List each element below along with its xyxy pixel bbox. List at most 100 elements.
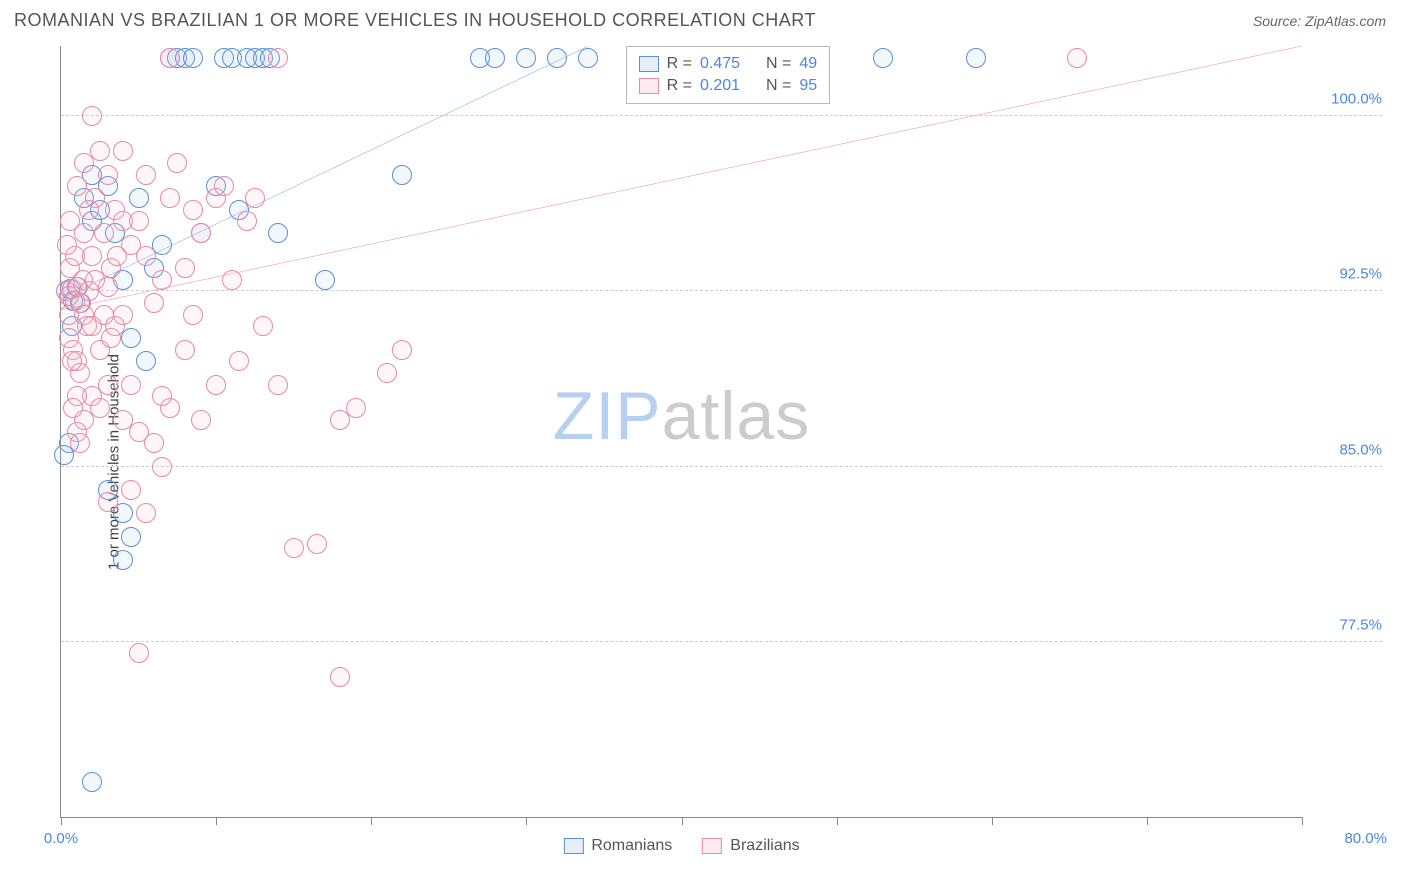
legend-label: Romanians (591, 837, 672, 855)
legend-item: Romanians (563, 837, 672, 855)
data-point (160, 48, 180, 68)
data-point (136, 165, 156, 185)
data-point (94, 223, 114, 243)
data-point (121, 375, 141, 395)
watermark-zip: ZIP (553, 378, 662, 454)
data-point (183, 200, 203, 220)
data-point (121, 480, 141, 500)
chart-title: ROMANIAN VS BRAZILIAN 1 OR MORE VEHICLES… (14, 10, 816, 31)
stats-legend: R = 0.475 N = 49 R = 0.201 N = 95 (626, 46, 831, 104)
n-label: N = (766, 55, 791, 73)
data-point (129, 643, 149, 663)
data-point (191, 223, 211, 243)
gridline (61, 115, 1382, 116)
r-label: R = (667, 77, 692, 95)
data-point (245, 188, 265, 208)
x-tick (216, 817, 217, 825)
data-point (98, 165, 118, 185)
data-point (57, 235, 77, 255)
stats-legend-row: R = 0.201 N = 95 (639, 75, 818, 97)
data-point (237, 211, 257, 231)
gridline (61, 466, 1382, 467)
data-point (183, 305, 203, 325)
data-point (183, 48, 203, 68)
data-point (85, 270, 105, 290)
n-label: N = (766, 77, 791, 95)
legend-swatch (639, 78, 659, 94)
n-value: 49 (799, 55, 817, 73)
gridline (61, 290, 1382, 291)
y-tick-label: 100.0% (1312, 91, 1382, 108)
x-tick (992, 817, 993, 825)
r-label: R = (667, 55, 692, 73)
x-tick (1302, 817, 1303, 825)
data-point (152, 270, 172, 290)
data-point (59, 305, 79, 325)
data-point (268, 375, 288, 395)
data-point (268, 48, 288, 68)
data-point (284, 538, 304, 558)
data-point (206, 375, 226, 395)
data-point (79, 200, 99, 220)
r-value: 0.201 (700, 77, 740, 95)
x-tick (837, 817, 838, 825)
data-point (175, 258, 195, 278)
legend-item: Brazilians (702, 837, 799, 855)
data-point (229, 351, 249, 371)
data-point (74, 153, 94, 173)
data-point (392, 340, 412, 360)
data-point (136, 351, 156, 371)
data-point (60, 211, 80, 231)
data-point (167, 153, 187, 173)
data-point (330, 667, 350, 687)
x-tick (61, 817, 62, 825)
data-point (63, 398, 83, 418)
watermark: ZIPatlas (553, 377, 810, 455)
n-value: 95 (799, 77, 817, 95)
data-point (160, 188, 180, 208)
data-point (107, 246, 127, 266)
legend-swatch (639, 56, 659, 72)
data-point (152, 386, 172, 406)
data-point (346, 398, 366, 418)
data-point (175, 340, 195, 360)
data-point (578, 48, 598, 68)
y-tick-label: 77.5% (1312, 616, 1382, 633)
x-tick (371, 817, 372, 825)
x-tick (526, 817, 527, 825)
data-point (136, 246, 156, 266)
data-point (966, 48, 986, 68)
data-point (129, 211, 149, 231)
data-point (82, 106, 102, 126)
y-tick-label: 85.0% (1312, 441, 1382, 458)
legend-label: Brazilians (730, 837, 799, 855)
x-tick (682, 817, 683, 825)
watermark-atlas: atlas (662, 378, 811, 454)
data-point (113, 141, 133, 161)
data-point (268, 223, 288, 243)
data-point (121, 527, 141, 547)
data-point (392, 165, 412, 185)
data-point (214, 176, 234, 196)
data-point (1067, 48, 1087, 68)
data-point (144, 433, 164, 453)
y-tick-label: 92.5% (1312, 266, 1382, 283)
data-point (485, 48, 505, 68)
r-value: 0.475 (700, 55, 740, 73)
data-point (62, 351, 82, 371)
data-point (98, 492, 118, 512)
data-point (82, 772, 102, 792)
x-tick-label: 0.0% (44, 830, 78, 847)
data-point (516, 48, 536, 68)
data-point (222, 270, 242, 290)
data-point (191, 410, 211, 430)
x-tick (1147, 817, 1148, 825)
data-point (70, 433, 90, 453)
series-legend: Romanians Brazilians (563, 837, 799, 855)
data-point (67, 176, 87, 196)
data-point (98, 375, 118, 395)
source-attribution: Source: ZipAtlas.com (1253, 13, 1386, 29)
chart-container: 1 or more Vehicles in Household ZIPatlas… (14, 46, 1392, 878)
data-point (113, 550, 133, 570)
data-point (113, 305, 133, 325)
